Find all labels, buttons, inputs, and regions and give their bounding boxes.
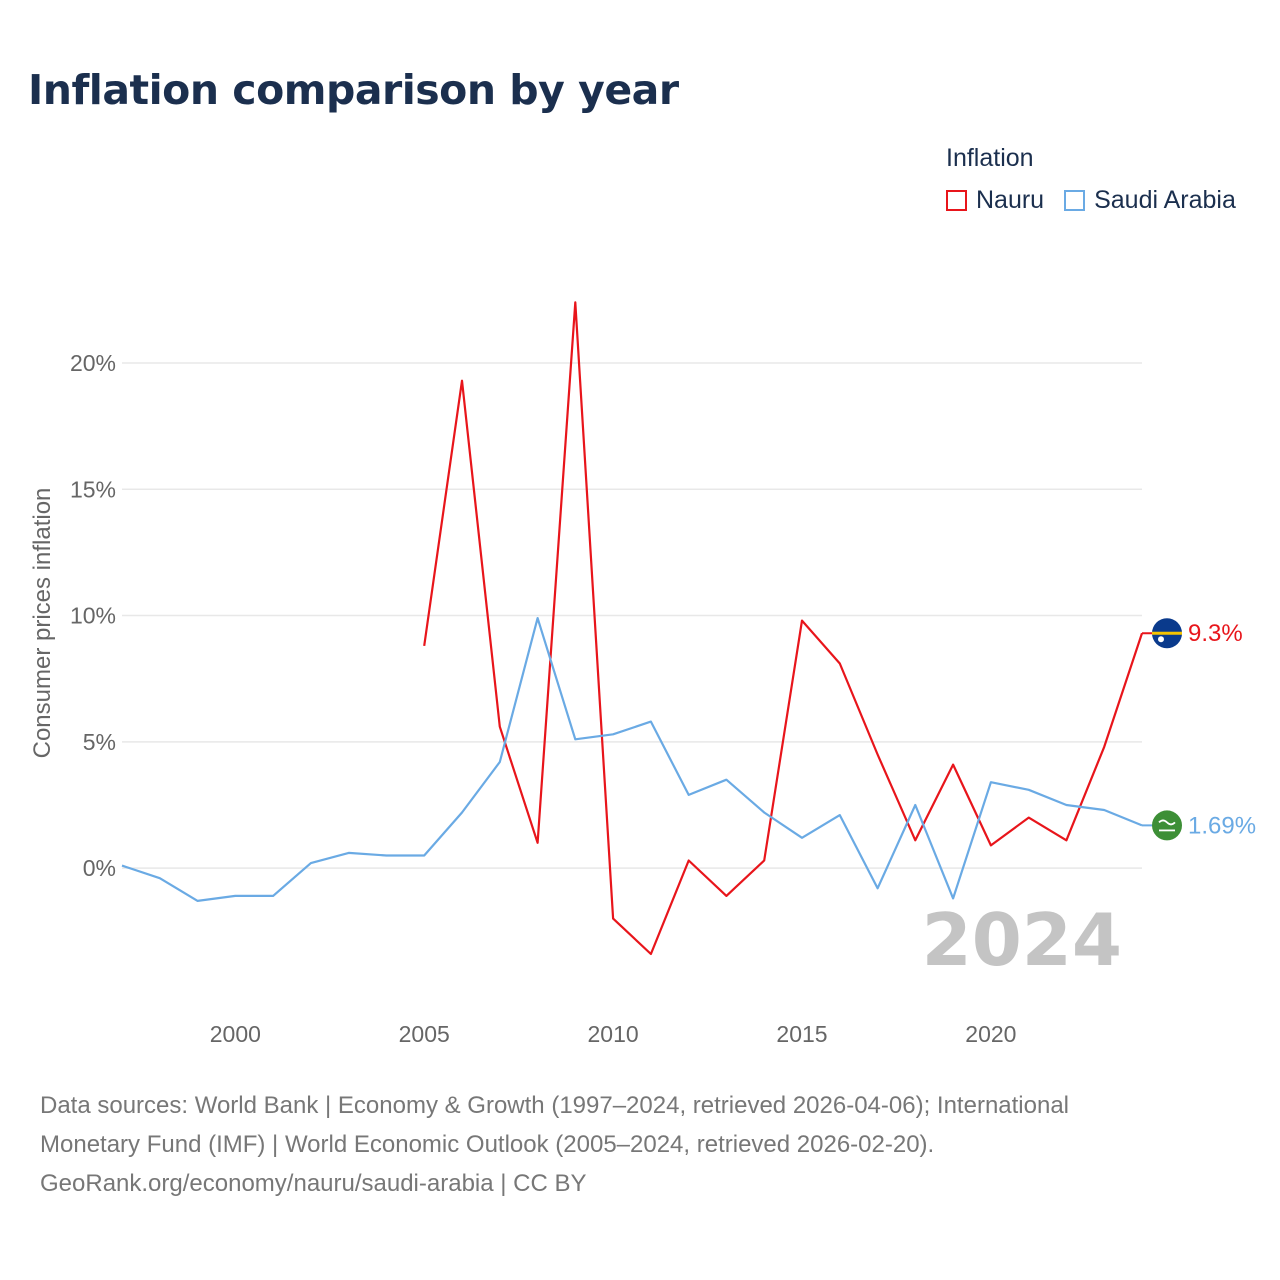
y-axis-label: Consumer prices inflation xyxy=(29,488,56,759)
year-watermark: 2024 xyxy=(922,898,1122,982)
legend-swatch-nauru xyxy=(946,190,967,211)
legend-swatch-saudi-arabia xyxy=(1064,190,1086,211)
series-end-markers: 9.3% 1.69% xyxy=(1142,618,1256,841)
x-tick-label-2010: 2010 xyxy=(588,1021,639,1047)
legend: Nauru Saudi Arabia xyxy=(946,186,1236,215)
footer-line-3: GeoRank.org/economy/nauru/saudi-arabia |… xyxy=(40,1170,587,1197)
footer-source: Data sources: World Bank | Economy & Gro… xyxy=(40,1086,1240,1203)
legend-title: Inflation xyxy=(946,144,1034,172)
flag-nauru-stripe xyxy=(1152,631,1182,635)
x-tick-label-2005: 2005 xyxy=(399,1021,450,1047)
y-tick-label-0: 0% xyxy=(83,855,116,881)
series-line-saudi-arabia xyxy=(121,616,1143,903)
y-tick-label-10: 10% xyxy=(70,603,116,629)
flag-saudi-arabia-script xyxy=(1158,819,1176,826)
legend-label-saudi-arabia: Saudi Arabia xyxy=(1094,186,1236,214)
end-label-saudi-arabia: 1.69% xyxy=(1188,812,1256,839)
chart-title: Inflation comparison by year xyxy=(28,66,679,114)
series-lines xyxy=(121,301,1144,956)
y-axis-ticks: 0% 5% 10% 15% 20% xyxy=(70,350,116,881)
legend-item-nauru[interactable]: Nauru xyxy=(946,186,1044,215)
end-label-nauru: 9.3% xyxy=(1188,620,1243,647)
footer-line-2: Monetary Fund (IMF) | World Economic Out… xyxy=(40,1131,935,1158)
footer-line-1: Data sources: World Bank | Economy & Gro… xyxy=(40,1092,1070,1119)
gridlines xyxy=(122,362,1142,869)
x-tick-label-2020: 2020 xyxy=(965,1021,1016,1047)
series-line-nauru xyxy=(423,301,1144,956)
x-tick-label-2000: 2000 xyxy=(210,1021,261,1047)
x-axis-ticks: 2000 2005 2010 2015 2020 xyxy=(210,1021,1017,1047)
y-tick-label-5: 5% xyxy=(83,729,116,755)
y-tick-label-15: 15% xyxy=(70,476,116,502)
flag-nauru-star xyxy=(1158,636,1164,643)
legend-label-nauru: Nauru xyxy=(976,186,1045,214)
y-tick-label-20: 20% xyxy=(70,350,116,376)
legend-item-saudi-arabia[interactable]: Saudi Arabia xyxy=(1064,186,1236,215)
flag-saudi-arabia-icon xyxy=(1152,810,1182,841)
x-tick-label-2015: 2015 xyxy=(776,1021,827,1047)
line-chart: 0% 5% 10% 15% 20% 2000 2005 2010 2015 2020 Consu… xyxy=(29,301,1256,1047)
